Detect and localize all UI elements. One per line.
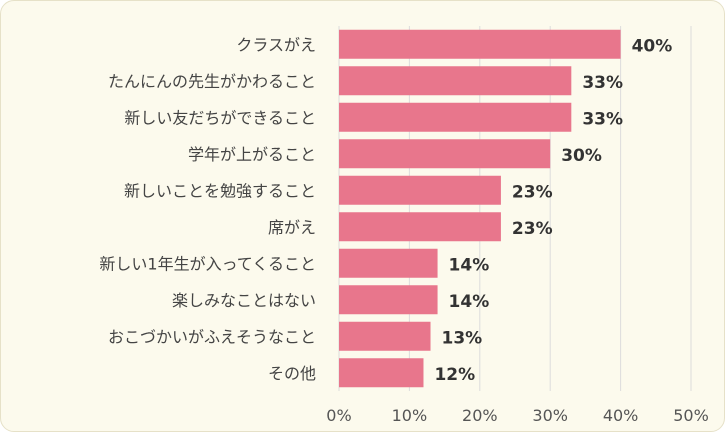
category-label: 楽しみなことはない (172, 291, 316, 310)
category-label: 新しい友だちができること (124, 108, 316, 127)
x-tick-label: 50% (673, 406, 709, 425)
category-label: クラスがえ (236, 35, 316, 54)
value-label: 40% (632, 36, 673, 56)
category-label: たんにんの先生がかわること (108, 72, 316, 91)
category-label: その他 (268, 364, 316, 383)
value-label: 23% (512, 182, 553, 202)
value-label: 23% (512, 219, 553, 239)
bar (339, 66, 572, 96)
category-labels: クラスがえたんにんの先生がかわること新しい友だちができること学年が上がること新し… (99, 35, 316, 383)
category-label: おこづかいがふえそうなこと (108, 327, 316, 346)
bar (339, 212, 501, 242)
bar (339, 139, 551, 169)
x-tick-label: 20% (462, 406, 498, 425)
x-tick-label: 40% (603, 406, 639, 425)
x-tick-label: 30% (532, 406, 568, 425)
value-labels: 40% 33% 33% 30% 23% 23% 14% 14% 13% 12% (434, 36, 672, 385)
bar (339, 102, 572, 132)
value-label: 12% (434, 365, 475, 385)
bars (339, 29, 621, 388)
value-label: 13% (442, 328, 483, 348)
bar (339, 285, 438, 315)
x-tick-label: 0% (326, 406, 351, 425)
bar (339, 29, 621, 59)
value-label: 33% (582, 109, 623, 129)
bar (339, 358, 424, 388)
category-label: 新しいことを勉強すること (124, 181, 316, 200)
category-label: 学年が上がること (188, 145, 316, 164)
category-label: 席がえ (268, 218, 316, 237)
bar (339, 248, 438, 278)
x-axis-tick-labels: 0% 10% 20% 30% 40% 50% (326, 406, 708, 425)
category-label: 新しい1年生が入ってくること (99, 254, 316, 273)
value-label: 14% (449, 292, 490, 312)
bar (339, 175, 501, 205)
value-label: 30% (561, 146, 602, 166)
bar (339, 321, 431, 351)
value-label: 33% (582, 73, 623, 93)
x-tick-label: 10% (392, 406, 428, 425)
value-label: 14% (449, 255, 490, 275)
